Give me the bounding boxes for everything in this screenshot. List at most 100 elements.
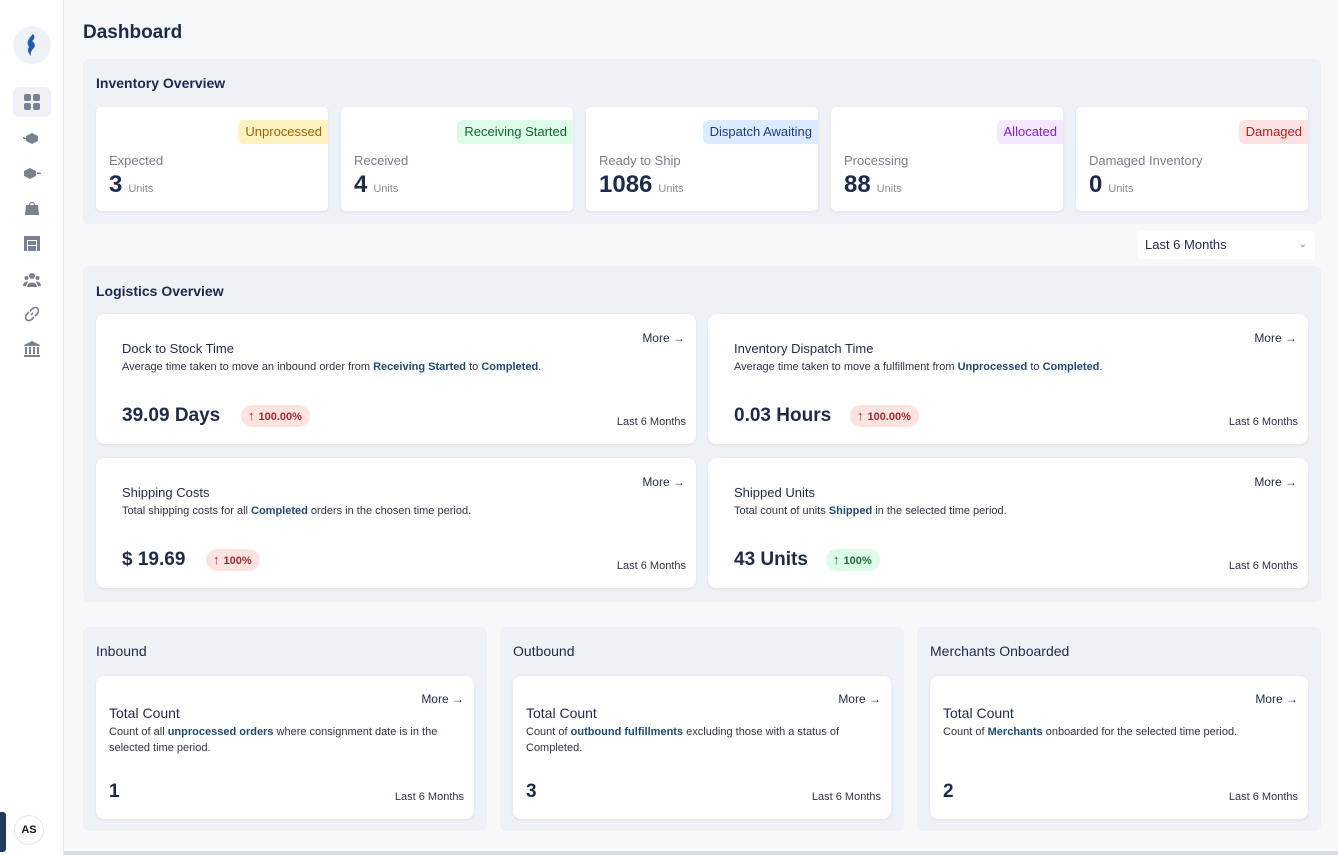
- inventory-label: Expected: [109, 153, 164, 168]
- sidebar-item-outbound[interactable]: [13, 158, 51, 188]
- more-link[interactable]: More →: [421, 692, 464, 706]
- sidebar-item-inbound[interactable]: [13, 123, 51, 153]
- arrow-up-icon: ↑: [833, 552, 840, 567]
- link-icon: [24, 306, 40, 322]
- more-link[interactable]: More →: [1254, 475, 1297, 489]
- sidebar: AS: [0, 0, 64, 855]
- inventory-label: Ready to Ship: [599, 153, 681, 168]
- inventory-card-damaged[interactable]: Damaged Damaged Inventory 0 Units: [1076, 107, 1308, 211]
- arrow-right-icon: →: [673, 475, 685, 489]
- period-label: Last 6 Months: [1228, 791, 1298, 803]
- period-label: Last 6 Months: [616, 560, 686, 572]
- shipping-costs-card[interactable]: More → Shipping Costs Total shipping cos…: [96, 458, 696, 588]
- status-badge: Damaged: [1238, 120, 1308, 144]
- more-link[interactable]: More →: [642, 331, 685, 345]
- inbound-title: Inbound: [96, 643, 147, 659]
- total-count-value: 2: [943, 781, 954, 802]
- inventory-value: 88 Units: [844, 171, 902, 199]
- status-badge: Receiving Started: [457, 120, 573, 144]
- inventory-value: 0 Units: [1089, 171, 1133, 199]
- chevron-down-icon: ⌄: [1298, 239, 1307, 250]
- dock-to-stock-card[interactable]: More → Dock to Stock Time Average time t…: [96, 314, 696, 444]
- card-title: Inventory Dispatch Time: [734, 341, 874, 356]
- arrow-up-icon: ↑: [857, 408, 864, 423]
- inventory-value: 3 Units: [109, 171, 153, 199]
- card-title: Total Count: [109, 705, 180, 721]
- inventory-count: 88: [844, 171, 871, 198]
- more-link[interactable]: More →: [838, 692, 881, 706]
- inbound-total-card[interactable]: More → Total Count Count of all unproces…: [96, 676, 474, 819]
- more-link[interactable]: More →: [642, 475, 685, 489]
- bank-icon: [24, 341, 40, 357]
- card-description: Total count of units Shipped in the sele…: [734, 505, 1007, 517]
- period-select[interactable]: Last 6 Months ⌄: [1137, 231, 1315, 259]
- arrow-right-icon: →: [869, 692, 881, 706]
- inventory-label: Received: [354, 153, 409, 168]
- inventory-count: 3: [109, 171, 123, 198]
- sidebar-item-billing[interactable]: [13, 334, 51, 364]
- period-select-value: Last 6 Months: [1145, 237, 1227, 252]
- card-description: Average time taken to move an inbound or…: [122, 361, 542, 373]
- change-badge: ↑ 100.00%: [241, 405, 310, 427]
- sidebar-item-warehouse[interactable]: [13, 228, 51, 258]
- status-badge: Allocated: [996, 120, 1063, 144]
- inventory-units: Units: [373, 183, 399, 195]
- sidebar-item-dashboard[interactable]: [13, 87, 51, 117]
- status-badge: Unprocessed: [238, 120, 328, 144]
- shipped-units-card[interactable]: More → Shipped Units Total count of unit…: [708, 458, 1308, 588]
- warehouse-icon: [24, 236, 40, 251]
- inventory-value: 1086 Units: [599, 171, 683, 199]
- avatar-indicator: [0, 812, 6, 852]
- card-description: Count of Merchants onboarded for the sel…: [943, 726, 1238, 738]
- metric-value: 43 Units: [734, 549, 808, 570]
- logistics-overview-title: Logistics Overview: [96, 283, 224, 299]
- change-badge: ↑ 100%: [206, 549, 260, 571]
- user-avatar[interactable]: AS: [14, 815, 44, 845]
- inventory-count: 1086: [599, 171, 653, 198]
- sidebar-item-orders[interactable]: [13, 193, 51, 223]
- sidebar-item-integrations[interactable]: [13, 299, 51, 329]
- sidebar-item-users[interactable]: [13, 265, 51, 295]
- inventory-units: Units: [876, 183, 902, 195]
- inventory-overview-title: Inventory Overview: [96, 75, 226, 91]
- metric-value: $ 19.69: [122, 549, 186, 570]
- card-description: Count of all unprocessed orders where co…: [109, 726, 438, 754]
- more-link[interactable]: More →: [1255, 692, 1298, 706]
- users-icon: [23, 273, 41, 287]
- outbound-title: Outbound: [513, 643, 575, 659]
- arrow-right-icon: →: [673, 331, 685, 345]
- period-label: Last 6 Months: [811, 791, 881, 803]
- inventory-count: 4: [354, 171, 368, 198]
- card-description: Count of outbound fulfillments excluding…: [526, 726, 840, 754]
- arrow-right-icon: →: [1285, 331, 1297, 345]
- inventory-card-received[interactable]: Receiving Started Received 4 Units: [341, 107, 573, 211]
- inventory-card-processing[interactable]: Allocated Processing 88 Units: [831, 107, 1063, 211]
- inventory-card-ready-to-ship[interactable]: Dispatch Awaiting Ready to Ship 1086 Unit…: [586, 107, 818, 211]
- metric-value: 0.03 Hours: [734, 405, 832, 426]
- horizontal-scrollbar[interactable]: [64, 851, 1338, 855]
- change-badge: ↑ 100.00%: [850, 405, 919, 427]
- arrow-up-icon: ↑: [213, 552, 220, 567]
- arrow-up-icon: ↑: [248, 408, 255, 423]
- inventory-card-expected[interactable]: Unprocessed Expected 3 Units: [96, 107, 328, 211]
- card-description: Total shipping costs for all Completed o…: [122, 505, 472, 517]
- period-label: Last 6 Months: [616, 416, 686, 428]
- inventory-dispatch-card[interactable]: More → Inventory Dispatch Time Average t…: [708, 314, 1308, 444]
- outbound-total-card[interactable]: More → Total Count Count of outbound ful…: [513, 676, 891, 819]
- change-badge: ↑ 100%: [826, 549, 880, 571]
- outbound-box-icon: [24, 168, 41, 179]
- period-label: Last 6 Months: [1228, 560, 1298, 572]
- period-label: Last 6 Months: [1228, 416, 1298, 428]
- total-count-value: 3: [526, 781, 537, 802]
- more-link[interactable]: More →: [1254, 331, 1297, 345]
- card-title: Shipping Costs: [122, 485, 210, 500]
- merchants-total-card[interactable]: More → Total Count Count of Merchants on…: [930, 676, 1308, 819]
- card-description: Average time taken to move a fulfillment…: [734, 361, 1103, 373]
- total-count-value: 1: [109, 781, 120, 802]
- inventory-value: 4 Units: [354, 171, 398, 199]
- status-badge: Dispatch Awaiting: [702, 120, 818, 144]
- dashboard-icon: [24, 94, 40, 110]
- inventory-count: 0: [1089, 171, 1103, 198]
- app-logo[interactable]: [13, 26, 51, 64]
